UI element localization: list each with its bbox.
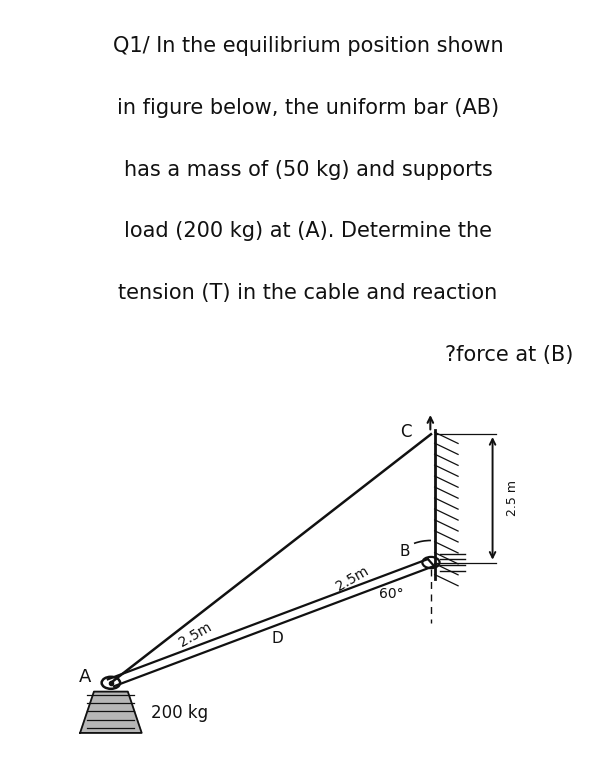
- Text: has a mass of (50 kg) and supports: has a mass of (50 kg) and supports: [124, 160, 492, 180]
- Text: C: C: [400, 423, 412, 441]
- Text: in figure below, the uniform bar (AB): in figure below, the uniform bar (AB): [117, 98, 499, 118]
- Text: ?force at (B): ?force at (B): [445, 345, 573, 365]
- Text: D: D: [271, 631, 283, 646]
- Text: tension (T) in the cable and reaction: tension (T) in the cable and reaction: [118, 283, 498, 303]
- Polygon shape: [80, 692, 142, 733]
- Text: 2.5m: 2.5m: [334, 564, 371, 593]
- Text: 200 kg: 200 kg: [151, 704, 208, 722]
- Text: B: B: [400, 544, 410, 559]
- Text: Q1/ In the equilibrium position shown: Q1/ In the equilibrium position shown: [113, 36, 503, 56]
- Text: load (200 kg) at (A). Determine the: load (200 kg) at (A). Determine the: [124, 221, 492, 241]
- Text: 2.5 m: 2.5 m: [506, 480, 519, 517]
- Text: A: A: [79, 668, 91, 685]
- Text: 2.5m: 2.5m: [177, 619, 214, 649]
- Text: 60°: 60°: [379, 587, 403, 601]
